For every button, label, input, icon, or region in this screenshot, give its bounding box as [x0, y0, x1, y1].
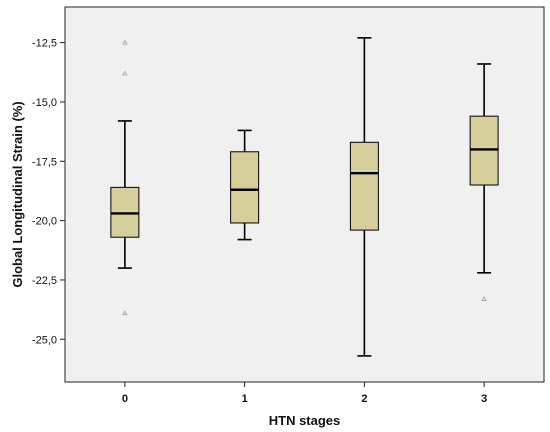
y-tick-label: -20,0 — [32, 216, 57, 228]
box-iqr — [230, 151, 260, 224]
box-series — [110, 37, 499, 357]
y-tick-label: -25,0 — [32, 334, 57, 346]
y-axis-ticks: -12,5 -15,0 -17,5 -20,0 -22,5 -25,0 — [32, 38, 65, 346]
y-tick-label: -22,5 — [32, 275, 57, 287]
x-tick-label: 0 — [122, 393, 128, 405]
y-tick-label: -12,5 — [32, 38, 57, 50]
x-tick-label: 2 — [361, 393, 367, 405]
y-axis-title: Global Longitudinal Strain (%) — [10, 101, 25, 287]
x-axis-title: HTN stages — [269, 413, 341, 428]
outlier-point — [122, 310, 128, 316]
box-group-2 — [349, 37, 379, 357]
outlier-point — [481, 296, 487, 301]
box-iqr — [349, 141, 379, 231]
box-group-0 — [110, 39, 140, 316]
y-tick-label: -17,5 — [32, 156, 57, 168]
outlier-point — [122, 70, 128, 76]
x-tick-label: 1 — [242, 393, 248, 405]
x-tick-label: 3 — [481, 393, 487, 405]
plot-area — [64, 6, 545, 383]
y-tick-label: -15,0 — [32, 97, 57, 109]
box-group-1 — [230, 129, 260, 241]
box-group-3 — [469, 63, 499, 301]
x-axis-ticks: 0 1 2 3 — [122, 382, 487, 405]
outlier-point — [122, 39, 128, 45]
